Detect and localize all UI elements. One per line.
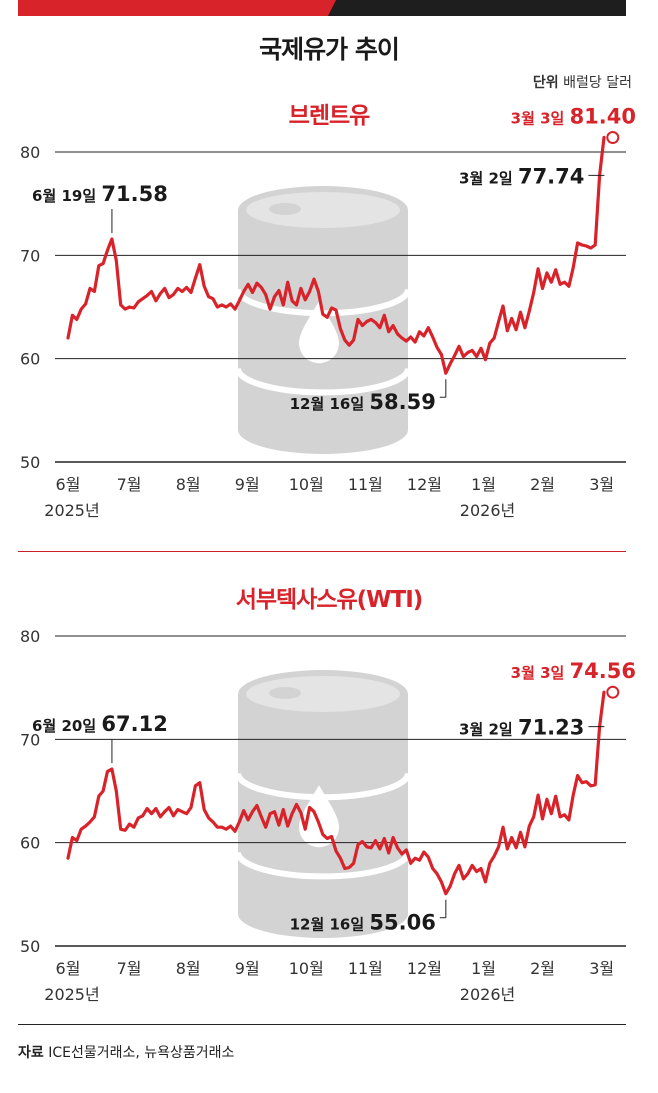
brent-chart: 50 60 70 80 6월 2025년 7월 8월 9월 10월 11월 12월 1월 2026년 2월 3… xyxy=(20,105,636,520)
annotation-label: 12월 16일 55.06 xyxy=(290,911,436,935)
annotation-date: 12월 16일 xyxy=(290,916,370,934)
annotation-date: 3월 2일 xyxy=(459,721,518,739)
annotation-label: 3월 2일 71.23 xyxy=(459,716,584,740)
annotation-label: 3월 3일 74.56 xyxy=(511,659,636,683)
series-line xyxy=(66,690,606,896)
bottom-rule xyxy=(18,1024,626,1025)
unit-label: 단위 배럴당 달러 xyxy=(532,75,632,91)
x-tick-label: 6월 xyxy=(56,475,81,494)
y-tick-label: 70 xyxy=(20,730,40,749)
page-title: 국제유가 추이 xyxy=(259,35,400,64)
wti-chart: 50 60 70 80 6월 2025년 7월 8월 9월 10월 11월 12월 1월 2026년 2월 3… xyxy=(20,627,636,1004)
highlight-point xyxy=(606,685,620,699)
oil-barrel-icon xyxy=(235,186,411,454)
x-tick-label: 8월 xyxy=(176,959,201,978)
x-tick-label: 7월 xyxy=(117,959,142,978)
series-line xyxy=(66,135,606,375)
x-year-label: 2025년 xyxy=(44,501,99,520)
x-tick-label: 12월 xyxy=(407,959,442,978)
x-tick-label: 9월 xyxy=(235,475,260,494)
top-color-bar xyxy=(18,0,626,16)
x-tick-label: 6월 xyxy=(56,959,81,978)
annotation-label: 3월 3일 81.40 xyxy=(511,105,636,129)
annotation-date: 3월 3일 xyxy=(511,110,570,128)
x-tick-label: 11월 xyxy=(348,959,383,978)
annotation-value: 77.74 xyxy=(518,164,584,188)
annotation-value: 58.59 xyxy=(369,390,435,414)
annotation-date: 3월 3일 xyxy=(511,664,570,682)
y-tick-label: 60 xyxy=(20,834,40,853)
x-tick-label: 8월 xyxy=(176,475,201,494)
annotation-value: 71.58 xyxy=(101,182,167,206)
annotation-value: 55.06 xyxy=(369,911,435,935)
annotation-date: 6월 19일 xyxy=(32,187,101,205)
y-tick-label: 60 xyxy=(20,350,40,369)
x-tick-label: 3월 xyxy=(589,959,614,978)
chart-title-wti: 서부텍사스유(WTI) xyxy=(235,587,424,613)
chart-title-brent: 브렌트유 xyxy=(288,103,371,129)
highlight-point xyxy=(606,131,620,145)
x-tick-label: 1월 xyxy=(471,959,496,978)
annotation-value: 74.56 xyxy=(570,659,636,683)
annotation-value: 71.23 xyxy=(518,716,584,740)
source-note: 자료 ICE선물거래소, 뉴욕상품거래소 xyxy=(18,1045,235,1061)
x-year-label: 2026년 xyxy=(460,985,515,1004)
annotation-value: 67.12 xyxy=(101,712,167,736)
x-tick-label: 10월 xyxy=(289,475,324,494)
y-tick-label: 50 xyxy=(20,453,40,472)
y-tick-label: 80 xyxy=(20,627,40,646)
oil-barrel-icon xyxy=(235,670,411,938)
annotation-label: 12월 16일 58.59 xyxy=(290,390,436,414)
y-tick-label: 50 xyxy=(20,937,40,956)
x-year-label: 2026년 xyxy=(460,501,515,520)
x-tick-label: 2월 xyxy=(530,475,555,494)
x-tick-label: 9월 xyxy=(235,959,260,978)
section-divider xyxy=(18,551,626,552)
x-tick-label: 2월 xyxy=(530,959,555,978)
y-tick-label: 70 xyxy=(20,246,40,265)
x-tick-label: 12월 xyxy=(407,475,442,494)
x-tick-label: 1월 xyxy=(471,475,496,494)
annotation-date: 6월 20일 xyxy=(32,717,101,735)
annotation-date: 3월 2일 xyxy=(459,169,518,187)
y-tick-label: 80 xyxy=(20,143,40,162)
x-tick-label: 3월 xyxy=(589,475,614,494)
annotation-label: 6월 20일 67.12 xyxy=(32,712,168,736)
annotation-date: 12월 16일 xyxy=(290,395,370,413)
x-tick-label: 7월 xyxy=(117,475,142,494)
annotation-label: 6월 19일 71.58 xyxy=(32,182,168,206)
annotation-value: 81.40 xyxy=(570,105,636,129)
annotation-label: 3월 2일 77.74 xyxy=(459,164,584,188)
x-year-label: 2025년 xyxy=(44,985,99,1004)
x-tick-label: 11월 xyxy=(348,475,383,494)
x-tick-label: 10월 xyxy=(289,959,324,978)
